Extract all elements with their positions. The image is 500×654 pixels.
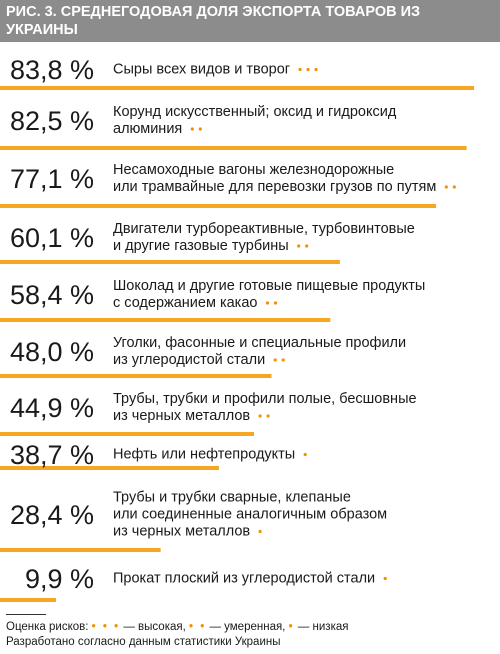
risk-dot	[306, 67, 310, 72]
category-label: алюминия	[113, 121, 182, 137]
risk-dot	[444, 185, 448, 189]
risk-dot	[305, 244, 309, 248]
risk-dot	[383, 576, 387, 581]
category-label: Несамоходные вагоны железнодорожные	[113, 162, 394, 178]
risk-low-dots: •	[288, 621, 295, 633]
value-label: 38,7 %	[10, 440, 94, 470]
category-label: из углеродистой стали	[113, 352, 265, 368]
risk-medium-label: — умеренная,	[209, 621, 286, 633]
bar	[0, 432, 254, 436]
category-label: Нефть или нефтепродукты	[113, 447, 295, 463]
risk-dot	[258, 529, 262, 534]
value-label: 58,4 %	[10, 280, 94, 310]
category-label: или трамвайные для перевозки грузов по п…	[113, 179, 436, 195]
footer-divider	[6, 614, 46, 615]
risk-dot	[297, 244, 301, 248]
bar	[0, 374, 272, 378]
bar	[0, 146, 467, 150]
category-label: из черных металлов	[113, 408, 250, 424]
footer: Оценка рисков: • • • — высокая, • • — ум…	[6, 620, 348, 650]
bar	[0, 466, 219, 470]
risk-legend: Оценка рисков: • • • — высокая, • • — ум…	[6, 620, 348, 635]
risk-dot	[266, 414, 270, 418]
risk-dot	[265, 301, 270, 305]
risk-dot	[190, 127, 194, 131]
bar	[0, 318, 331, 322]
bar	[0, 86, 474, 90]
category-label: Уголки, фасонные и специальные профили	[113, 335, 406, 351]
risk-high-label: — высокая,	[123, 621, 186, 633]
category-label: Корунд искусственный; оксид и гидроксид	[113, 104, 397, 120]
risk-dot	[314, 67, 318, 72]
value-label: 60,1 %	[10, 223, 94, 253]
value-label: 48,0 %	[10, 337, 94, 367]
value-label: 82,5 %	[10, 106, 94, 136]
value-label: 9,9 %	[25, 564, 94, 594]
risk-high-dots: • • •	[91, 621, 121, 633]
category-label: Трубы, трубки и профили полые, бесшовные	[113, 391, 417, 407]
category-label: Двигатели турбореактивные, турбовинтовые	[113, 221, 415, 237]
risk-dot	[298, 67, 302, 72]
risk-dot	[258, 414, 262, 418]
bar	[0, 548, 161, 552]
bar	[0, 204, 437, 208]
risk-dot	[273, 358, 277, 362]
risk-dot	[452, 185, 456, 189]
bar	[0, 598, 56, 602]
value-label: 44,9 %	[10, 393, 94, 423]
risk-dot	[198, 127, 202, 131]
category-label: с содержанием какао	[113, 295, 257, 311]
risk-dot	[281, 358, 285, 362]
value-label: 77,1 %	[10, 164, 94, 194]
risk-legend-label: Оценка рисков:	[6, 621, 89, 633]
risk-dot	[303, 452, 307, 457]
category-label: Трубы и трубки сварные, клепаные	[113, 490, 351, 506]
category-label: или соединенные аналогичным образом	[113, 507, 387, 523]
risk-dot	[273, 301, 278, 305]
category-label: и другие газовые турбины	[113, 238, 289, 254]
source-note: Разработано согласно данным статистики У…	[6, 636, 281, 648]
value-label: 83,8 %	[10, 55, 94, 85]
risk-medium-dots: • •	[189, 621, 207, 633]
category-label: Сыры всех видов и творог	[113, 62, 290, 78]
category-label: Шоколад и другие готовые пищевые продукт…	[113, 278, 425, 294]
category-label: из черных металлов	[113, 524, 250, 540]
bar-chart: 83,8 % Сыры всех видов и творог 82,5 % Кору…	[0, 55, 474, 602]
risk-low-label: — низкая	[297, 621, 349, 633]
category-label: Прокат плоский из углеродистой стали	[113, 571, 375, 587]
value-label: 28,4 %	[10, 500, 94, 530]
bar	[0, 260, 340, 264]
chart-title: РИС. 3. СРЕДНЕГОДОВАЯ ДОЛЯ ЭКСПОРТА ТОВА…	[0, 0, 500, 56]
